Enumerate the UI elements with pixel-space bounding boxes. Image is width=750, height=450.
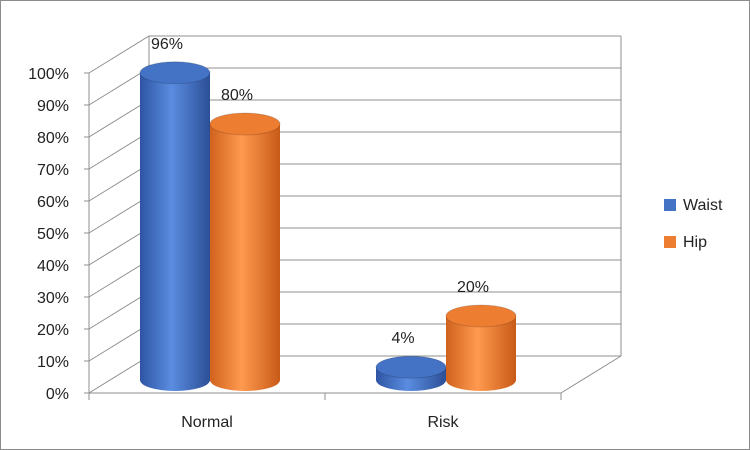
data-label: 4% <box>391 330 414 347</box>
cylinder-top <box>209 112 281 136</box>
category-label: Normal <box>181 414 233 431</box>
y-tick-label: 50% <box>37 226 69 243</box>
floor-right-edge <box>560 355 622 394</box>
legend-label-hip: Hip <box>683 234 707 251</box>
cylinder-body <box>140 72 210 391</box>
category-label: Risk <box>427 414 459 431</box>
legend-label-waist: Waist <box>683 197 723 214</box>
bar-hip-normal <box>209 112 281 391</box>
y-tick-label: 10% <box>37 354 69 371</box>
labels: 0% 10% 20% 30% 40% 50% 60% 70% 80% 90% 100% Normal 9… <box>28 36 489 431</box>
legend-swatch-waist <box>664 199 676 211</box>
bar-hip-risk <box>445 304 517 391</box>
cylinder-top <box>445 304 517 328</box>
y-tick-label: 20% <box>37 322 69 339</box>
y-tick-label: 0% <box>46 386 69 403</box>
cylinder-body <box>210 124 280 391</box>
data-label: 96% <box>151 36 183 53</box>
cylinder-body <box>446 316 516 391</box>
y-tick-label: 30% <box>37 290 69 307</box>
legend: Waist Hip <box>664 197 723 251</box>
data-label: 80% <box>221 87 253 104</box>
cylinder-top <box>375 355 447 379</box>
cylinder-top <box>139 61 211 85</box>
legend-swatch-hip <box>664 236 676 248</box>
bar-waist-risk <box>375 355 447 391</box>
y-tick-label: 40% <box>37 258 69 275</box>
plot-area <box>139 61 517 391</box>
y-tick-label: 100% <box>28 66 69 83</box>
y-tick-label: 90% <box>37 98 69 115</box>
y-tick-label: 70% <box>37 162 69 179</box>
y-tick-label: 80% <box>37 130 69 147</box>
data-label: 20% <box>457 279 489 296</box>
y-tick-label: 60% <box>37 194 69 211</box>
bar-waist-normal <box>139 61 211 391</box>
